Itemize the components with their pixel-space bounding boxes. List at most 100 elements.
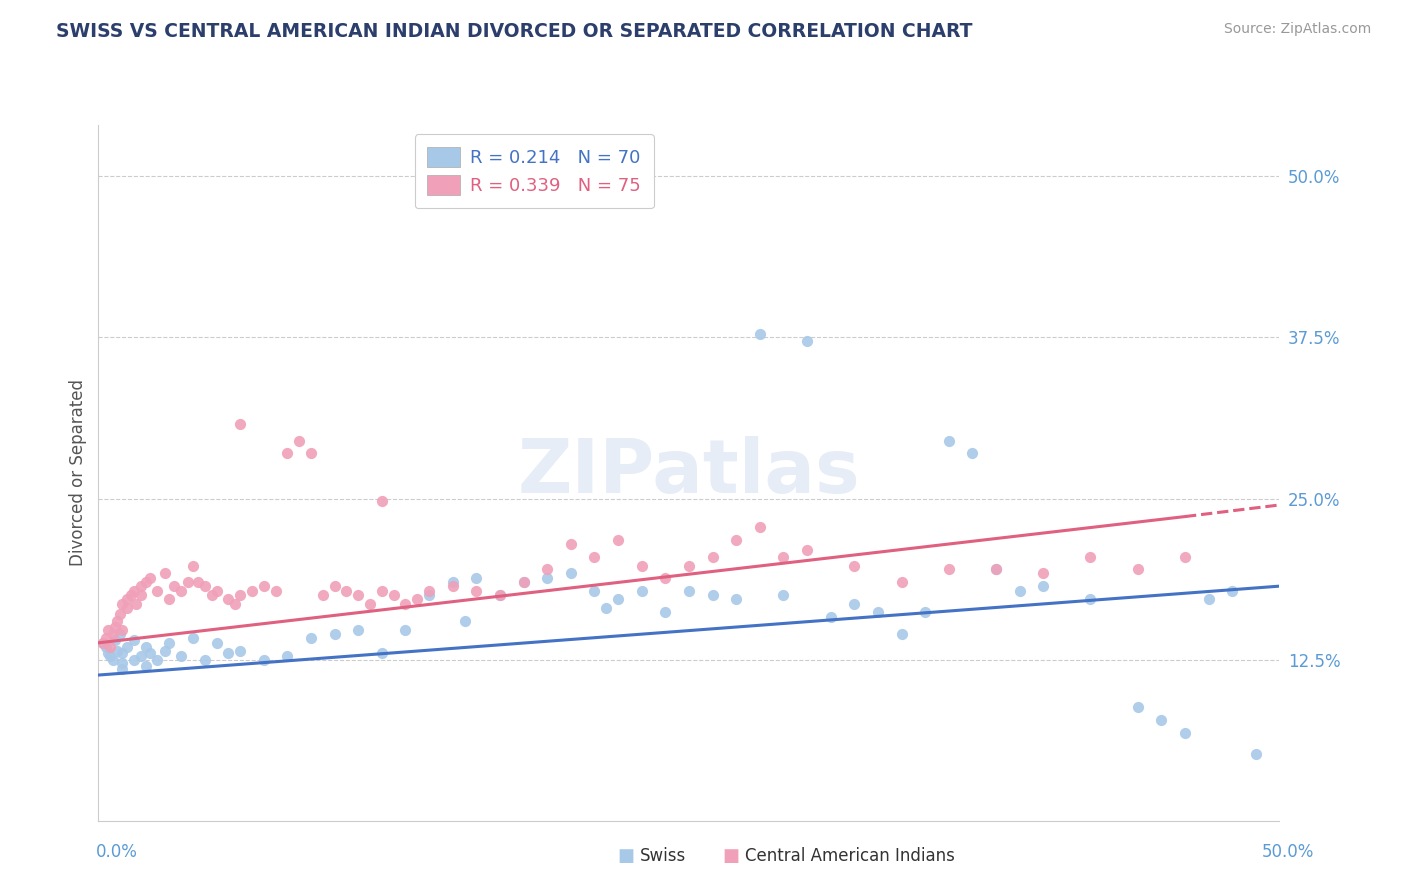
Point [583, 584, 606, 599]
Point [630, 558, 652, 573]
Point [181, 631, 204, 645]
Point [229, 643, 252, 657]
Point [323, 627, 346, 641]
Y-axis label: Divorced or Separated: Divorced or Separated [69, 379, 87, 566]
Point [371, 584, 394, 599]
Point [146, 584, 169, 599]
Point [678, 584, 700, 599]
Point [1080, 592, 1102, 607]
Point [772, 549, 794, 564]
Point [253, 579, 276, 593]
Text: Central American Indians: Central American Indians [745, 847, 955, 865]
Point [702, 549, 724, 564]
Point [772, 588, 794, 602]
Point [394, 597, 416, 611]
Point [157, 636, 180, 650]
Point [1008, 584, 1031, 599]
Point [607, 533, 630, 547]
Point [418, 584, 440, 599]
Point [489, 588, 512, 602]
Point [595, 601, 617, 615]
Point [98, 648, 121, 663]
Point [205, 584, 228, 599]
Point [371, 646, 394, 660]
Point [1174, 726, 1197, 740]
Point [170, 648, 193, 663]
Point [630, 584, 652, 599]
Point [111, 657, 134, 671]
Point [938, 434, 960, 448]
Point [94, 640, 117, 654]
Point [122, 633, 145, 648]
Point [163, 579, 186, 593]
Point [453, 614, 475, 628]
Point [347, 623, 370, 637]
Point [170, 584, 193, 599]
Point [153, 566, 176, 581]
Point [654, 605, 676, 619]
Point [108, 607, 131, 622]
Point [1150, 713, 1173, 727]
Text: Swiss: Swiss [640, 847, 686, 865]
Point [111, 623, 134, 637]
Point [1126, 562, 1149, 576]
Point [299, 631, 322, 645]
Point [217, 592, 239, 607]
Point [536, 571, 558, 585]
Point [129, 648, 152, 663]
Point [129, 579, 152, 593]
Point [153, 643, 176, 657]
Point [224, 597, 246, 611]
Point [105, 614, 128, 628]
Point [371, 494, 394, 508]
Text: Source: ZipAtlas.com: Source: ZipAtlas.com [1223, 22, 1371, 37]
Point [702, 588, 724, 602]
Point [1032, 566, 1054, 581]
Point [194, 652, 217, 666]
Point [796, 334, 818, 349]
Point [201, 588, 224, 602]
Point [441, 575, 464, 590]
Point [796, 543, 818, 558]
Point [465, 571, 488, 585]
Point [299, 446, 322, 460]
Point [820, 610, 842, 624]
Point [1244, 747, 1267, 761]
Point [104, 620, 127, 634]
Point [607, 592, 630, 607]
Point [1126, 700, 1149, 714]
Point [194, 579, 217, 593]
Text: ZIPatlas: ZIPatlas [517, 436, 860, 509]
Point [678, 558, 700, 573]
Point [406, 592, 429, 607]
Point [229, 417, 252, 431]
Point [121, 588, 143, 602]
Point [984, 562, 1007, 576]
Point [240, 584, 263, 599]
Point [94, 631, 117, 645]
Point [205, 636, 228, 650]
Point [187, 575, 209, 590]
Point [583, 549, 606, 564]
Point [97, 646, 120, 660]
Point [1032, 579, 1054, 593]
Point [844, 558, 866, 573]
Point [101, 652, 124, 666]
Point [98, 640, 121, 654]
Point [115, 601, 138, 615]
Text: 0.0%: 0.0% [96, 843, 138, 861]
Text: SWISS VS CENTRAL AMERICAN INDIAN DIVORCED OR SEPARATED CORRELATION CHART: SWISS VS CENTRAL AMERICAN INDIAN DIVORCE… [56, 22, 973, 41]
Point [111, 597, 134, 611]
Point [115, 592, 138, 607]
Point [111, 646, 134, 660]
Point [122, 652, 145, 666]
Point [276, 648, 298, 663]
Point [560, 566, 582, 581]
Point [914, 605, 936, 619]
Point [139, 646, 162, 660]
Point [1220, 584, 1243, 599]
Point [312, 588, 335, 602]
Point [229, 588, 252, 602]
Point [157, 592, 180, 607]
Text: ■: ■ [617, 847, 634, 865]
